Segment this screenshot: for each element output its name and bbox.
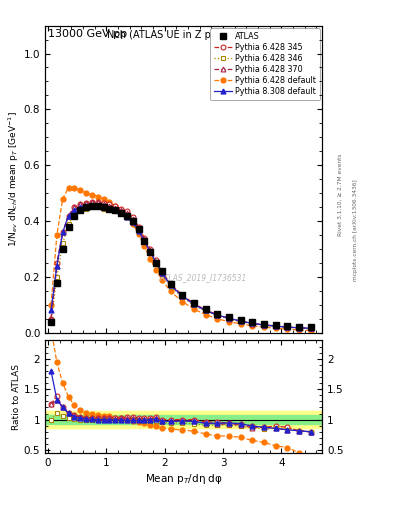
Legend: ATLAS, Pythia 6.428 345, Pythia 6.428 346, Pythia 6.428 370, Pythia 6.428 defaul: ATLAS, Pythia 6.428 345, Pythia 6.428 34… [210, 28, 320, 100]
Text: ATLAS_2019_I1736531: ATLAS_2019_I1736531 [160, 273, 247, 282]
Text: 13000 GeV pp: 13000 GeV pp [48, 29, 127, 39]
Y-axis label: Ratio to ATLAS: Ratio to ATLAS [12, 364, 21, 430]
Bar [45, 415, 322, 424]
Text: Nch (ATLAS UE in Z production): Nch (ATLAS UE in Z production) [107, 30, 261, 40]
Text: mcplots.cern.ch [arXiv:1306.3436]: mcplots.cern.ch [arXiv:1306.3436] [353, 180, 358, 281]
Y-axis label: 1/N$_{ev}$ dN$_{ch}$/d mean p$_{T}$ [GeV$^{-1}$]: 1/N$_{ev}$ dN$_{ch}$/d mean p$_{T}$ [GeV… [7, 111, 21, 247]
X-axis label: Mean p$_{T}$/dη dφ: Mean p$_{T}$/dη dφ [145, 472, 222, 486]
Bar [45, 411, 322, 428]
Text: Rivet 3.1.10, ≥ 2.7M events: Rivet 3.1.10, ≥ 2.7M events [338, 153, 342, 236]
Text: Z+Jet: Z+Jet [288, 29, 320, 39]
